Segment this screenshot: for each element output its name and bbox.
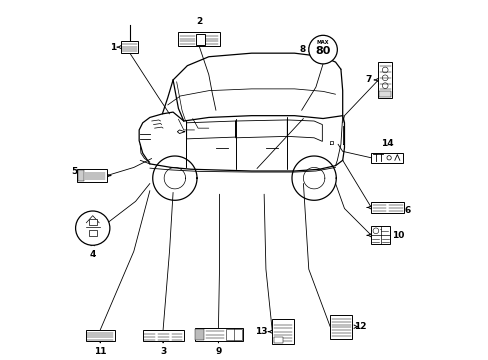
Text: 9: 9 — [215, 347, 221, 356]
Bar — [77, 169, 106, 182]
Text: 6: 6 — [403, 206, 409, 215]
Text: 1: 1 — [109, 42, 116, 51]
Bar — [370, 202, 403, 213]
Circle shape — [308, 35, 337, 64]
Bar — [89, 219, 97, 225]
Text: 10: 10 — [391, 231, 403, 240]
Text: 14: 14 — [380, 139, 393, 148]
Text: MAX: MAX — [316, 40, 328, 45]
Bar — [378, 91, 390, 97]
Bar — [89, 230, 97, 236]
Text: 5: 5 — [71, 167, 77, 176]
Bar — [142, 330, 183, 341]
Bar — [378, 62, 391, 98]
Bar — [195, 34, 205, 45]
Text: 11: 11 — [94, 347, 106, 356]
Text: 3: 3 — [160, 347, 166, 356]
Bar — [273, 337, 283, 343]
Bar — [272, 319, 293, 344]
Bar — [195, 329, 203, 340]
Bar — [370, 153, 403, 163]
Circle shape — [76, 211, 110, 245]
Bar — [194, 328, 242, 341]
Text: 2: 2 — [196, 17, 202, 26]
Text: 8: 8 — [299, 45, 305, 54]
Bar — [121, 41, 138, 53]
Bar — [370, 226, 389, 244]
Text: 12: 12 — [353, 322, 366, 331]
Text: 13: 13 — [255, 327, 267, 336]
Text: 7: 7 — [364, 76, 370, 85]
Bar — [78, 170, 83, 181]
Text: 4: 4 — [89, 249, 96, 258]
Bar — [225, 329, 241, 340]
Text: 80: 80 — [315, 46, 330, 57]
Bar — [178, 32, 219, 46]
Bar — [85, 330, 115, 341]
Bar — [329, 315, 352, 339]
